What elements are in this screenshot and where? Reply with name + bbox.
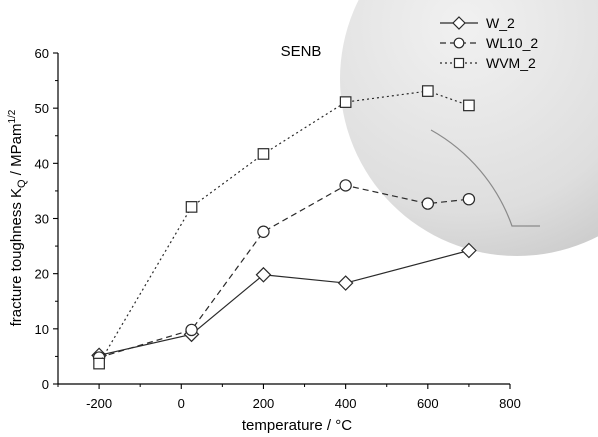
data-point-circle bbox=[339, 179, 352, 192]
y-axis-title-unit: / MPam bbox=[8, 124, 25, 180]
data-point-diamond bbox=[461, 242, 477, 259]
data-point-square bbox=[463, 99, 475, 112]
data-point-circle bbox=[257, 225, 270, 238]
legend-label: WVM_2 bbox=[486, 55, 536, 71]
y-tick-label: 60 bbox=[35, 46, 49, 61]
series-line bbox=[98, 249, 470, 356]
series-group bbox=[91, 85, 477, 370]
data-point-square bbox=[93, 357, 105, 370]
data-point-circle bbox=[462, 192, 476, 206]
legend-marker-circle bbox=[453, 37, 465, 49]
legend-item: WL10_2 bbox=[440, 35, 538, 51]
y-tick-label: 20 bbox=[35, 267, 49, 282]
y-tick-label: 40 bbox=[35, 156, 49, 171]
data-point-square bbox=[257, 148, 270, 160]
y-axis-title-superscript: 1/2 bbox=[7, 109, 18, 123]
x-tick-label: 200 bbox=[253, 396, 275, 411]
y-axis-title: fracture toughness KQ / MPam1/2 bbox=[7, 109, 28, 326]
data-point-square bbox=[339, 96, 352, 108]
series-w-2 bbox=[91, 242, 477, 364]
legend-marker-square bbox=[453, 57, 465, 69]
y-tick-label: 50 bbox=[35, 101, 49, 116]
y-axis-title-subscript: Q bbox=[16, 179, 28, 188]
legend-label: WL10_2 bbox=[486, 35, 538, 51]
legend: W_2 WL10_2 WVM_2 bbox=[440, 15, 538, 71]
series-line bbox=[98, 184, 469, 359]
data-point-diamond bbox=[255, 266, 272, 283]
x-axis-title: temperature / °C bbox=[242, 417, 352, 434]
y-tick-label: 10 bbox=[35, 322, 49, 337]
data-point-square bbox=[185, 201, 198, 213]
decorative-overlay-arc bbox=[430, 129, 540, 227]
x-tick-label: 600 bbox=[417, 396, 439, 411]
series-line bbox=[98, 90, 470, 364]
x-tick-label: 0 bbox=[178, 396, 185, 411]
series-wvm-2 bbox=[93, 85, 475, 370]
x-tick-label: 800 bbox=[499, 396, 521, 411]
data-point-circle bbox=[185, 323, 198, 337]
y-axis-title-main: fracture toughness K bbox=[8, 188, 25, 326]
chart-title: SENB bbox=[281, 43, 322, 60]
legend-label: W_2 bbox=[486, 15, 515, 31]
legend-item: WVM_2 bbox=[440, 55, 536, 71]
x-tick-label: 400 bbox=[335, 396, 357, 411]
data-point-square bbox=[421, 85, 434, 97]
decorative-overlay-disc bbox=[340, 0, 598, 256]
legend-marker-diamond bbox=[452, 16, 466, 30]
x-tick-label: -200 bbox=[86, 396, 112, 411]
data-point-circle bbox=[421, 197, 435, 210]
y-tick-label: 0 bbox=[42, 377, 49, 392]
y-axis-ticks: 0 10 20 30 40 50 60 bbox=[35, 46, 58, 392]
x-axis-ticks: -200 0 200 400 600 800 bbox=[57, 384, 521, 411]
y-tick-label: 30 bbox=[35, 212, 49, 227]
legend-item: W_2 bbox=[440, 15, 515, 31]
data-point-diamond bbox=[337, 275, 354, 291]
